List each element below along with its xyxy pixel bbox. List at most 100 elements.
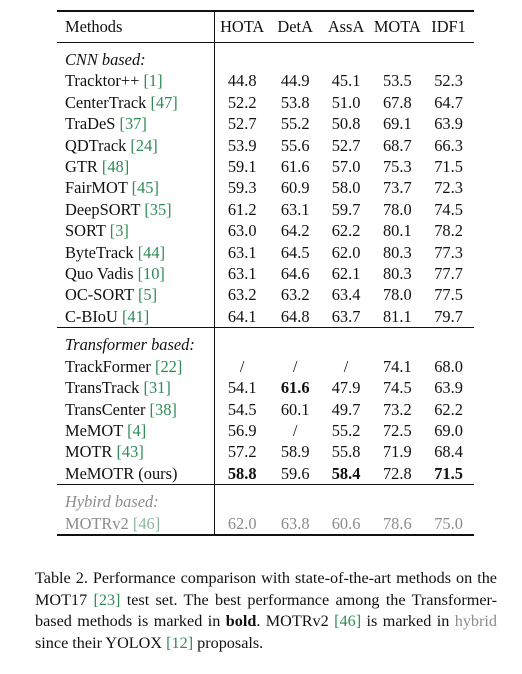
method-citation[interactable]: [48]: [101, 157, 130, 177]
method-name: Tracktor++: [65, 71, 140, 91]
metric-cell: 63.2: [280, 285, 310, 305]
method-name: DeepSORT: [65, 199, 141, 219]
table-row: Quo Vadis [10] 63.1 64.6 62.1 80.3 77.7: [57, 263, 474, 285]
metric-cell: 74.5: [382, 378, 412, 398]
caption-citation-motrv2[interactable]: [46]: [334, 612, 362, 630]
metric-cell: 45.1: [331, 71, 361, 91]
method-citation[interactable]: [47]: [150, 92, 178, 112]
method-citation[interactable]: [4]: [127, 420, 147, 440]
metric-cell: 63.4: [331, 285, 361, 305]
method-citation[interactable]: [10]: [137, 264, 165, 284]
metric-cell: 51.0: [331, 92, 361, 112]
method-name: MeMOT: [65, 420, 123, 440]
metric-cell: 52.7: [227, 114, 257, 134]
header-deta: DetA: [269, 10, 321, 43]
metric-cell: 78.6: [382, 513, 412, 533]
group-row: Hybird based:: [57, 484, 474, 513]
metric-cell: 59.7: [331, 199, 361, 219]
table-row: TraDeS [37] 52.7 55.2 50.8 69.1 63.9: [57, 113, 474, 135]
method-citation[interactable]: [24]: [130, 135, 158, 155]
table-row: SORT [3] 63.0 64.2 62.2 80.1 78.2: [57, 220, 474, 242]
metric-cell: 62.0: [331, 242, 361, 262]
metric-cell: 73.2: [382, 399, 412, 419]
metric-cell: /: [292, 356, 298, 376]
metric-cell: 64.8: [280, 306, 310, 326]
group-row: Transformer based:: [57, 327, 474, 356]
group-empty-cell: [320, 484, 372, 513]
method-name-cell: TransTrack [31]: [57, 377, 215, 399]
method-citation[interactable]: [3]: [109, 221, 129, 241]
metric-cell: 54.5: [227, 399, 257, 419]
group-empty-cell: [214, 43, 270, 71]
table-row: MeMOTR (ours) 58.8 59.6 58.4 72.8 71.5: [57, 462, 474, 485]
table-row: TransTrack [31] 54.1 61.6 47.9 74.5 63.9: [57, 377, 474, 399]
metric-cell: 71.9: [382, 442, 412, 462]
metric-cell: 61.2: [227, 199, 257, 219]
method-name-cell: GTR [48]: [57, 156, 215, 178]
metric-cell: 53.8: [280, 92, 310, 112]
header-mota: MOTA: [371, 10, 424, 43]
method-name-cell: FairMOT [45]: [57, 177, 215, 199]
group-label: Transformer based:: [57, 327, 215, 356]
caption-citation-mot17[interactable]: [23]: [93, 590, 121, 609]
method-citation[interactable]: [43]: [116, 442, 144, 462]
caption-bold-word: bold: [225, 612, 257, 630]
method-name: GTR: [65, 157, 98, 177]
metric-cell: 55.2: [331, 420, 361, 440]
metric-cell: 44.8: [227, 71, 257, 91]
metric-cell: 68.7: [382, 135, 412, 155]
method-citation[interactable]: [5]: [137, 285, 158, 305]
method-name-cell: C-BIoU [41]: [57, 305, 215, 328]
group-label: Hybird based:: [57, 484, 215, 513]
method-citation[interactable]: [37]: [119, 114, 147, 134]
metric-cell: 68.0: [434, 356, 463, 376]
metric-cell: 57.2: [227, 442, 257, 462]
caption-citation-yolox[interactable]: [12]: [166, 633, 194, 652]
method-citation[interactable]: [1]: [143, 71, 163, 91]
method-citation[interactable]: [31]: [143, 378, 171, 398]
group-empty-cell: [270, 43, 321, 71]
metric-cell: 62.2: [434, 399, 463, 419]
metric-cell: 74.1: [382, 356, 412, 376]
method-name-cell: OC-SORT [5]: [57, 284, 215, 306]
table-body: CNN based: Tracktor++ [1] 44.8 44.9 45.1 53.5…: [57, 42, 474, 535]
group-empty-cell: [423, 484, 474, 513]
metric-cell: 64.6: [280, 264, 310, 284]
method-name-cell: TrackFormer [22]: [57, 355, 215, 378]
caption-text-3: . MOTRv2: [256, 612, 335, 630]
method-name: TransTrack: [65, 378, 140, 398]
method-name: OC-SORT: [65, 285, 134, 305]
metric-cell: 54.1: [227, 378, 257, 398]
method-citation[interactable]: [45]: [131, 178, 159, 198]
metric-cell: 53.5: [382, 71, 412, 91]
method-name-cell: MeMOTR (ours): [57, 462, 215, 485]
metric-cell: 79.7: [434, 306, 463, 326]
metric-cell: 78.0: [382, 285, 412, 305]
group-empty-cell: [372, 43, 424, 71]
table-header-row: Methods HOTA DetA AssA MOTA IDF1: [57, 10, 474, 43]
metric-cell: 80.1: [382, 221, 412, 241]
group-label: CNN based:: [57, 42, 215, 71]
method-citation[interactable]: [22]: [155, 356, 183, 376]
metric-cell: 62.0: [227, 513, 257, 533]
method-name-cell: TraDeS [37]: [57, 113, 215, 135]
method-name-cell: Quo Vadis [10]: [57, 263, 215, 285]
method-name-cell: CenterTrack [47]: [57, 91, 215, 114]
method-citation[interactable]: [44]: [137, 242, 166, 262]
metric-cell: 50.8: [331, 114, 361, 134]
metric-cell: 59.3: [227, 178, 257, 198]
caption-text-1: Table 2. Performance comparison with sta…: [35, 569, 497, 609]
caption-text-6: proposals.: [193, 633, 264, 652]
method-name-cell: TransCenter [38]: [57, 398, 215, 420]
method-citation[interactable]: [35]: [144, 199, 172, 219]
method-citation[interactable]: [46]: [132, 513, 161, 533]
table-row: DeepSORT [35] 61.2 63.1 59.7 78.0 74.5: [57, 198, 474, 221]
method-name-cell: QDTrack [24]: [57, 134, 215, 157]
table-caption: Table 2. Performance comparison with sta…: [35, 568, 497, 654]
group-empty-cell: [423, 43, 474, 71]
method-citation[interactable]: [41]: [121, 306, 150, 326]
method-name: TraDeS: [65, 114, 116, 134]
metric-cell: 80.3: [382, 242, 412, 262]
metric-cell: 68.4: [434, 442, 463, 462]
method-citation[interactable]: [38]: [149, 399, 177, 419]
